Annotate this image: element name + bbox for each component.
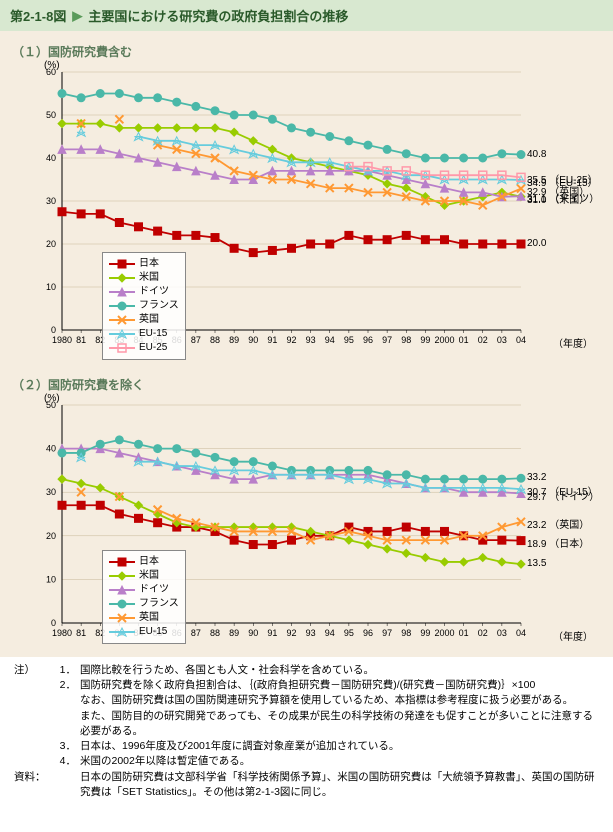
figure-title: 主要国における研究費の政府負担割合の推移 [88,6,348,25]
end-label: 33.2 [527,472,546,483]
legend-item: ドイツ [109,285,179,299]
svg-text:93: 93 [306,335,316,345]
svg-text:90: 90 [248,335,258,345]
svg-text:88: 88 [210,628,220,638]
legend: 日本米国ドイツフランス英国EU-15EU-25 [102,252,186,360]
svg-text:94: 94 [325,335,335,345]
svg-text:89: 89 [229,628,239,638]
svg-text:92: 92 [286,335,296,345]
svg-text:98: 98 [401,628,411,638]
svg-text:91: 91 [267,628,277,638]
svg-text:91: 91 [267,335,277,345]
svg-text:20: 20 [46,531,56,541]
svg-text:10: 10 [46,574,56,584]
note-2: 国防研究費を除く政府負担割合は、｛(政府負担研究費－国防研究費)/(研究費－国防… [80,678,599,739]
svg-text:96: 96 [363,628,373,638]
svg-text:99: 99 [420,628,430,638]
svg-text:97: 97 [382,335,392,345]
svg-text:10: 10 [46,282,56,292]
chart1-subtitle: （１）国防研究費含む [12,43,601,60]
svg-text:01: 01 [459,628,469,638]
legend-item: EU-15 [109,327,179,341]
svg-text:04: 04 [516,335,526,345]
svg-text:2000: 2000 [434,335,454,345]
legend: 日本米国ドイツフランス英国EU-15 [102,550,186,644]
svg-text:01: 01 [459,335,469,345]
svg-text:2000: 2000 [434,628,454,638]
svg-text:03: 03 [497,628,507,638]
legend-item: フランス [109,299,179,313]
legend-item: 英国 [109,611,179,625]
chart1-xunit: （年度） [553,335,593,350]
chart2-wrap: (%) 010203040501980818283848586878889909… [12,395,601,645]
chart1-wrap: (%) 010203040506019808182838485868788899… [12,62,601,352]
svg-text:03: 03 [497,335,507,345]
svg-text:30: 30 [46,487,56,497]
svg-text:94: 94 [325,628,335,638]
chart-panel-1: （１）国防研究費含む (%) 0102030405060198081828384… [0,31,613,364]
source-label: 資料： [14,770,58,800]
figure-header: 第2-1-8図 ▶ 主要国における研究費の政府負担割合の推移 [0,0,613,31]
svg-text:87: 87 [191,335,201,345]
chart2-xunit: （年度） [553,628,593,643]
svg-text:87: 87 [191,628,201,638]
svg-text:90: 90 [248,628,258,638]
end-label: 13.5 [527,558,546,569]
svg-text:02: 02 [478,335,488,345]
chart-panel-2: （２）国防研究費を除く (%) 010203040501980818283848… [0,364,613,657]
legend-item: フランス [109,597,179,611]
svg-text:30: 30 [46,196,56,206]
svg-text:97: 97 [382,628,392,638]
svg-text:81: 81 [76,335,86,345]
svg-text:96: 96 [363,335,373,345]
legend-item: EU-25 [109,341,179,355]
svg-text:1980: 1980 [52,335,72,345]
svg-text:40: 40 [46,153,56,163]
svg-text:88: 88 [210,335,220,345]
svg-text:98: 98 [401,335,411,345]
chart2-svg: 0102030405019808182838485868788899091929… [12,395,601,645]
svg-text:20: 20 [46,239,56,249]
legend-item: ドイツ [109,583,179,597]
end-label: 20.0 [527,238,546,249]
legend-item: EU-15 [109,625,179,639]
svg-text:93: 93 [306,628,316,638]
svg-text:04: 04 [516,628,526,638]
notes-block: 注）1．国際比較を行うため、各国とも人文・社会科学を含めている。 2．国防研究費… [0,657,613,810]
chart2-yunit: (%) [44,393,60,404]
svg-text:1980: 1980 [52,628,72,638]
svg-text:0: 0 [51,618,56,628]
figure-number: 第2-1-8図 [10,6,66,25]
svg-text:50: 50 [46,110,56,120]
chart1-yunit: (%) [44,60,60,71]
end-label: 31.0 （米国） [527,191,589,206]
legend-item: 米国 [109,569,179,583]
svg-text:92: 92 [286,628,296,638]
svg-text:99: 99 [420,335,430,345]
legend-item: 日本 [109,257,179,271]
svg-text:02: 02 [478,628,488,638]
legend-item: 米国 [109,271,179,285]
chart1-svg: 0102030405060198081828384858687888990919… [12,62,601,352]
notes-label: 注） [14,663,58,678]
end-label: 40.8 [527,149,546,160]
svg-text:0: 0 [51,325,56,335]
svg-text:81: 81 [76,628,86,638]
arrow-icon: ▶ [72,8,82,24]
legend-item: 英国 [109,313,179,327]
end-label: 23.2 （英国） [527,516,589,531]
end-label: 18.9 （日本） [527,535,589,550]
chart2-subtitle: （２）国防研究費を除く [12,376,601,393]
legend-item: 日本 [109,555,179,569]
end-label: 29.7 （ドイツ） [527,488,599,503]
svg-text:89: 89 [229,335,239,345]
svg-text:95: 95 [344,335,354,345]
svg-text:95: 95 [344,628,354,638]
svg-text:40: 40 [46,444,56,454]
